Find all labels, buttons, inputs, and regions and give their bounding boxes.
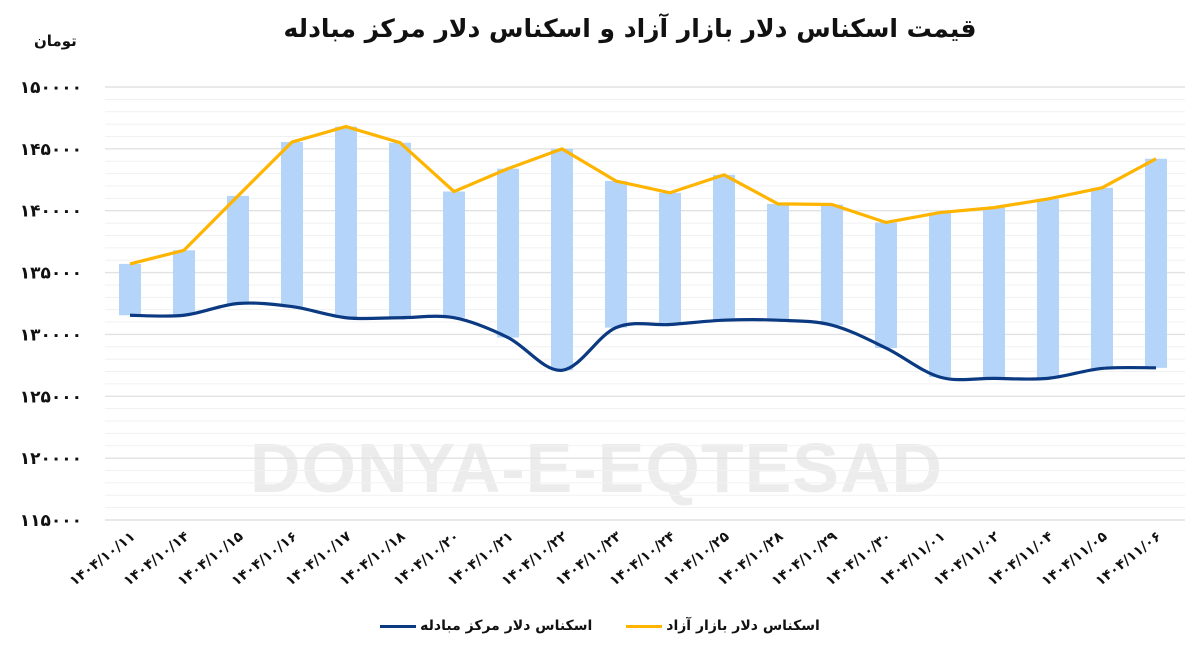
legend-item-exchange-center: اسکناس دلار مرکز مبادله: [380, 618, 592, 634]
spread-bar: [929, 212, 951, 378]
spread-bar: [713, 174, 735, 321]
spread-bar: [227, 195, 249, 304]
exchange-center-line: [129, 301, 1157, 382]
y-axis-unit: تومان: [34, 32, 77, 50]
spread-bar: [821, 204, 843, 326]
spread-bar: [443, 191, 465, 318]
y-tick-label: ۱۲۰۰۰۰: [20, 449, 82, 469]
spread-bar: [767, 203, 789, 321]
y-axis-ticks: ۱۵۰۰۰۰ ۱۴۵۰۰۰ ۱۴۰۰۰۰ ۱۳۵۰۰۰ ۱۳۰۰۰۰ ۱۲۵۰۰۰ ۱۲۰۰…: [20, 78, 82, 531]
spread-bars: [119, 126, 1167, 379]
y-tick-label: ۱۵۰۰۰۰: [20, 78, 82, 98]
y-tick-label: ۱۳۰۰۰۰: [20, 325, 82, 345]
spread-bar: [983, 207, 1005, 379]
spread-bar: [551, 148, 573, 371]
series-lines: [129, 124, 1157, 382]
legend-item-free-market: اسکناس دلار بازار آزاد: [626, 618, 820, 634]
y-tick-label: ۱۱۵۰۰۰: [20, 511, 82, 531]
legend-label: اسکناس دلار مرکز مبادله: [420, 618, 593, 634]
y-tick-label: ۱۴۰۰۰۰: [20, 202, 82, 222]
spread-bar: [1091, 187, 1113, 369]
legend-label: اسکناس دلار بازار آزاد: [666, 618, 820, 634]
watermark: DONYA-E-EQTESAD: [250, 429, 944, 507]
legend-line-swatch-icon: [380, 624, 417, 628]
spread-bar: [119, 263, 141, 316]
spread-bar: [335, 126, 357, 318]
free-market-line: [129, 124, 1157, 266]
spread-bar: [875, 222, 897, 349]
spread-bar: [173, 250, 195, 316]
spread-bar: [497, 168, 519, 338]
y-tick-label: ۱۳۵۰۰۰: [20, 264, 82, 284]
spread-bar: [281, 142, 303, 307]
chart-title: قیمت اسکناس دلار بازار آزاد و اسکناس دلا…: [283, 14, 977, 43]
y-tick-label: ۱۲۵۰۰۰: [20, 387, 82, 407]
legend: اسکناس دلار بازار آزاد اسکناس دلار مرکز …: [0, 618, 1200, 634]
spread-bar: [389, 142, 411, 318]
spread-bar: [1145, 158, 1167, 368]
spread-bar: [605, 181, 627, 328]
spread-bar: [659, 192, 681, 325]
x-axis-ticks: ۱۴۰۴/۱۰/۱۱۱۴۰۴/۱۰/۱۴۱۴۰۴/۱۰/۱۵۱۴۰۴/۱۰/۱۶…: [67, 528, 1165, 589]
legend-line-swatch-icon: [626, 624, 663, 628]
y-tick-label: ۱۴۵۰۰۰: [20, 140, 82, 160]
spread-bar: [1037, 198, 1059, 379]
